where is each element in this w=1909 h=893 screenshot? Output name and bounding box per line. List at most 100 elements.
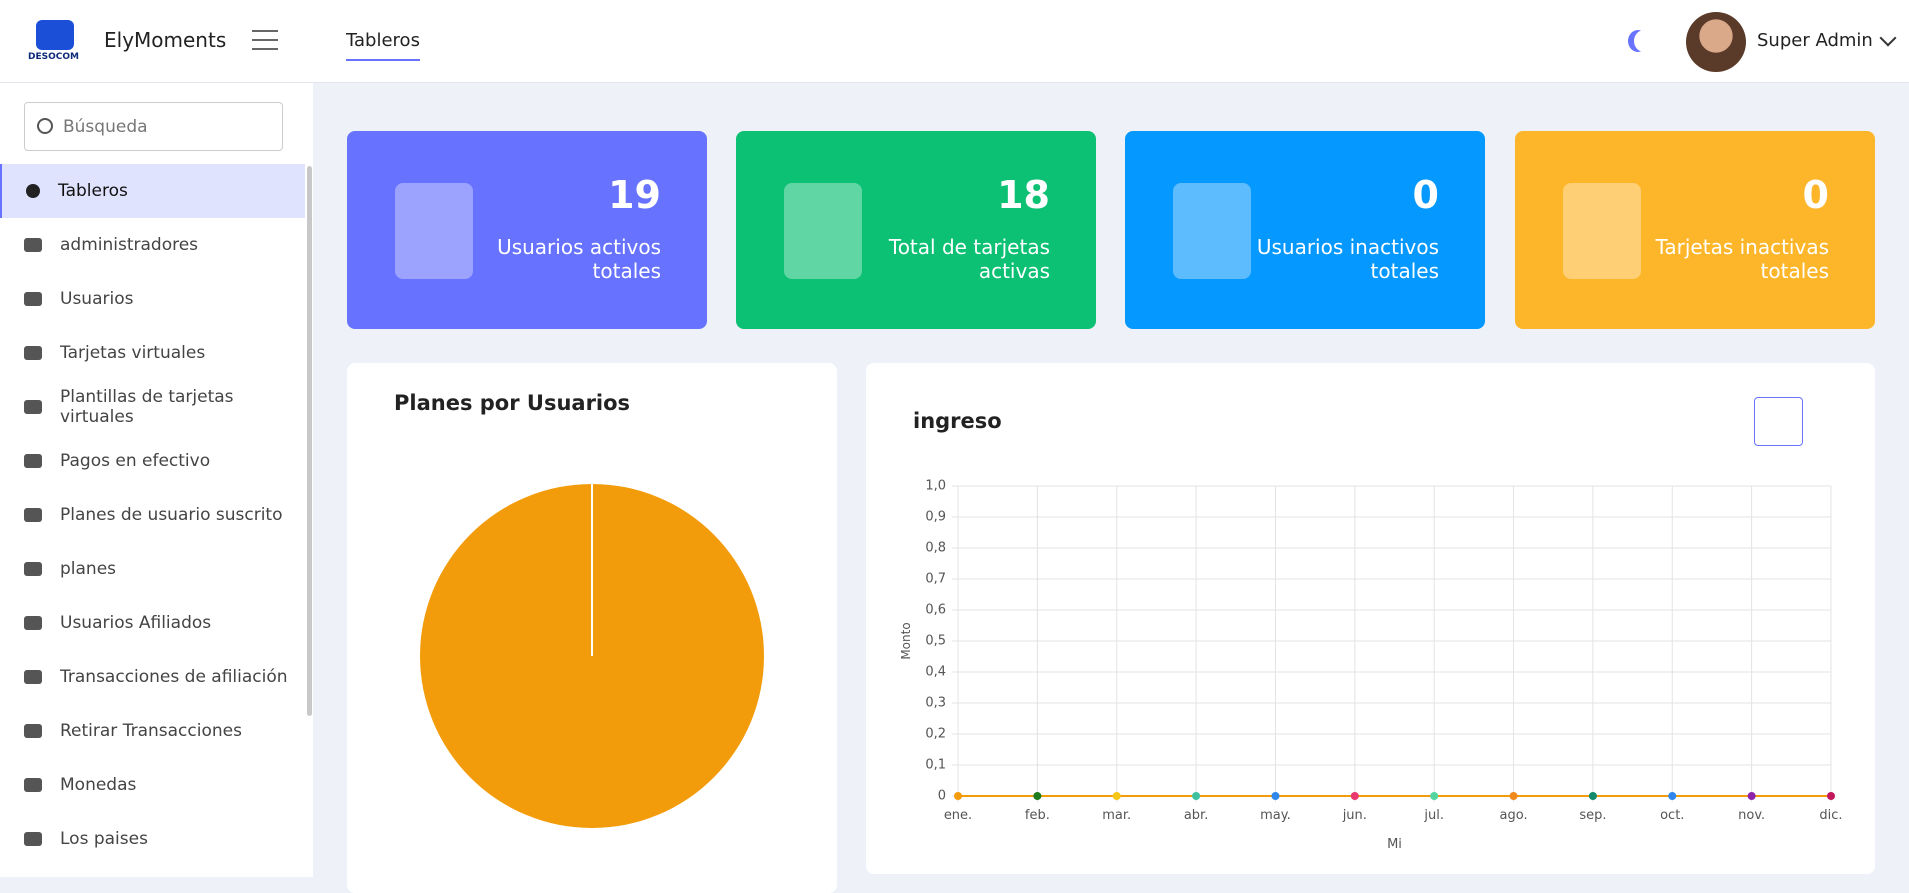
data-point [1033, 792, 1042, 800]
menu-label: administradores [60, 235, 199, 255]
menu-item[interactable]: Pagos en efectivo [0, 434, 305, 488]
x-tick-label: dic. [1819, 808, 1842, 823]
logo-text: DESOCOM [28, 52, 79, 62]
x-tick-label: sep. [1579, 808, 1606, 823]
chart-title: Planes por Usuarios [394, 391, 630, 415]
menu-item[interactable]: administradores [0, 218, 305, 272]
x-tick-label: ago. [1500, 808, 1528, 823]
menu-icon [24, 454, 42, 468]
menu-label: Usuarios [60, 289, 134, 309]
stat-card: 18 Total de tarjetas activas [736, 131, 1096, 329]
chart-title: ingreso [913, 409, 1002, 433]
data-point [1271, 792, 1280, 800]
brand: ElyMoments [104, 28, 227, 52]
stat-card: 0 Usuarios inactivos totales [1125, 131, 1485, 329]
y-axis-label: Monto [899, 622, 913, 659]
data-point [1747, 792, 1756, 800]
menu-icon [24, 724, 42, 738]
menu-item[interactable]: Planes de usuario suscrito [0, 488, 305, 542]
menu-label: Monedas [60, 775, 137, 795]
stat-icon [1563, 183, 1641, 279]
x-tick-label: nov. [1738, 808, 1765, 823]
y-tick-label: 1,0 [925, 479, 946, 494]
menu-item[interactable]: Tableros [0, 164, 305, 218]
menu-item[interactable]: Usuarios Afiliados [0, 596, 305, 650]
menu-label: Usuarios Afiliados [60, 613, 212, 633]
menu-label: planes [60, 559, 117, 579]
data-point [1668, 792, 1677, 800]
menu-item[interactable]: Los paises [0, 812, 305, 866]
nav-tab[interactable]: Tableros [346, 30, 420, 61]
data-point [1588, 792, 1597, 800]
menu-icon [24, 562, 42, 576]
y-tick-label: 0 [938, 789, 946, 804]
data-point [1430, 792, 1439, 800]
chart-type-button[interactable] [1754, 397, 1803, 446]
menu-toggle[interactable] [252, 30, 278, 50]
stat-value: 19 [608, 173, 661, 217]
menu-icon [24, 292, 42, 306]
search-placeholder: Búsqueda [63, 116, 148, 137]
stat-value: 0 [1802, 173, 1829, 217]
scrollbar [307, 166, 312, 716]
menu-label: Tableros [58, 181, 128, 201]
menu-label: Pagos en efectivo [60, 451, 211, 471]
y-tick-label: 0,3 [925, 696, 946, 711]
menu-item[interactable]: Retirar Transacciones [0, 704, 305, 758]
stat-label: Usuarios activos totales [497, 235, 661, 283]
x-tick-label: jul. [1423, 808, 1444, 823]
y-tick-label: 0,6 [925, 603, 946, 618]
menu-label: Tarjetas virtuales [60, 343, 206, 363]
x-tick-label: ene. [944, 808, 972, 823]
y-tick-label: 0,9 [925, 510, 946, 525]
menu-icon [24, 238, 42, 252]
menu-icon [24, 616, 42, 630]
data-point [954, 792, 962, 800]
stat-label: Total de tarjetas activas [888, 235, 1050, 283]
menu-label: Transacciones de afiliación [60, 667, 288, 687]
x-tick-label: abr. [1184, 808, 1209, 823]
y-tick-label: 0,1 [925, 758, 946, 773]
stat-value: 0 [1412, 173, 1439, 217]
menu-item[interactable]: planes [0, 542, 305, 596]
menu-item[interactable]: Tarjetas virtuales [0, 326, 305, 380]
search-icon [37, 118, 53, 134]
x-tick-label: feb. [1025, 808, 1050, 823]
stat-icon [784, 183, 862, 279]
menu-item[interactable]: Transacciones de afiliación [0, 650, 305, 704]
x-axis-label: Mi [1387, 837, 1402, 852]
stat-card: 19 Usuarios activos totales [347, 131, 707, 329]
menu-label: Retirar Transacciones [60, 721, 242, 741]
data-point [1192, 792, 1201, 800]
line-panel [866, 363, 1875, 874]
menu-icon [24, 346, 42, 360]
header: DESOCOM ElyMoments Tableros Super Admin [0, 0, 1909, 83]
menu-icon [24, 508, 42, 522]
menu-item[interactable]: Plantillas de tarjetas virtuales [0, 380, 305, 434]
menu-label: Los paises [60, 829, 148, 849]
stat-icon [1173, 183, 1251, 279]
menu-item[interactable]: Monedas [0, 758, 305, 812]
stat-icon [395, 183, 473, 279]
x-tick-label: oct. [1660, 808, 1684, 823]
search-input[interactable]: Búsqueda [24, 102, 283, 151]
stat-label: Tarjetas inactivas totales [1655, 235, 1829, 283]
sidebar: Búsqueda Tableros administradores Usuarios… [0, 83, 313, 877]
menu-icon [24, 778, 42, 792]
logo [36, 20, 74, 50]
menu-icon [24, 400, 42, 414]
avatar[interactable] [1686, 12, 1746, 72]
y-tick-label: 0,4 [925, 665, 946, 680]
x-tick-label: jun. [1342, 808, 1367, 823]
y-tick-label: 0,8 [925, 541, 946, 556]
y-tick-label: 0,5 [925, 634, 946, 649]
user-name[interactable]: Super Admin [1757, 30, 1873, 51]
data-point [1827, 792, 1835, 800]
x-tick-label: may. [1260, 808, 1291, 823]
data-point [1112, 792, 1121, 800]
stat-value: 18 [997, 173, 1050, 217]
menu-icon [24, 670, 42, 684]
menu-item[interactable]: Usuarios [0, 272, 305, 326]
